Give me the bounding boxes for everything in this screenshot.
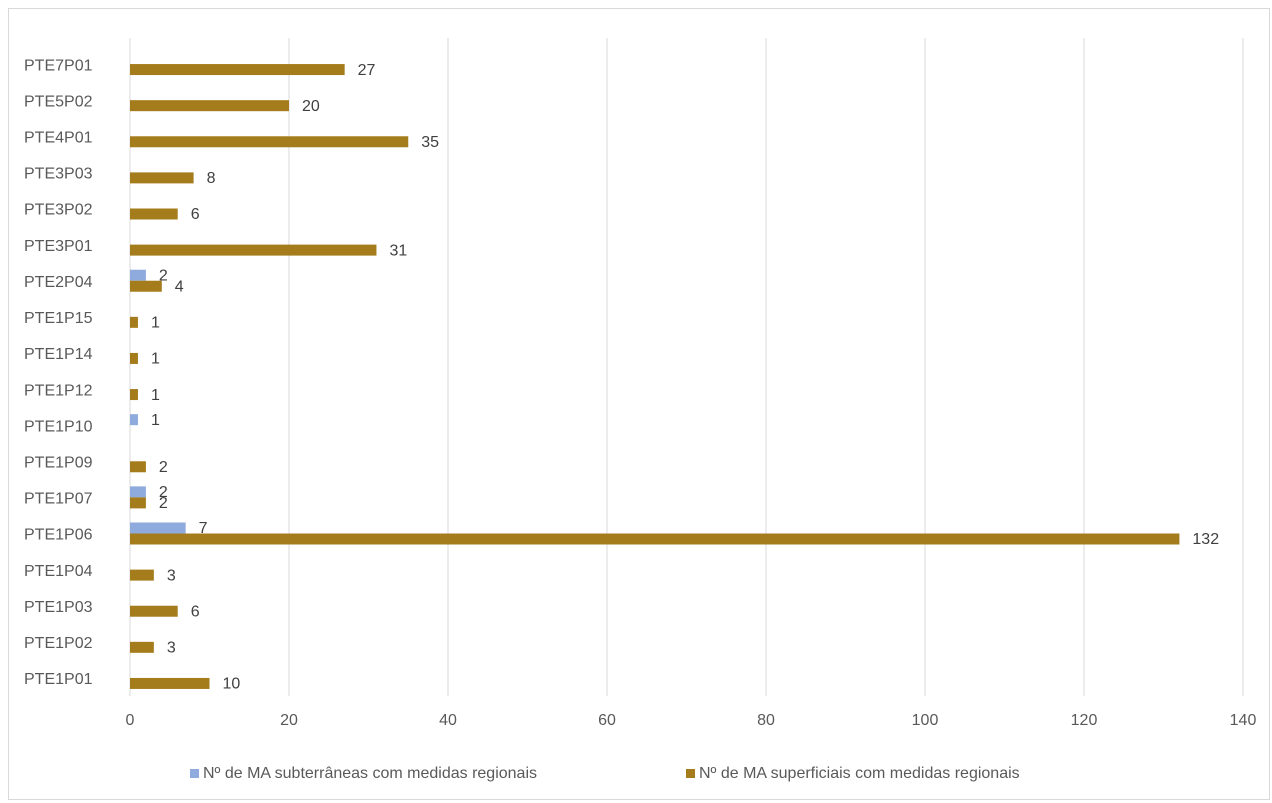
category-label: PTE3P02 bbox=[24, 202, 93, 219]
category-label: PTE2P04 bbox=[24, 274, 93, 291]
bar-superficiais bbox=[130, 569, 154, 581]
data-label: 6 bbox=[191, 603, 200, 620]
bar-superficiais bbox=[130, 208, 178, 220]
bar-subterraneas bbox=[130, 269, 146, 281]
category-label: PTE1P01 bbox=[24, 671, 93, 688]
legend-item: Nº de MA superficiais com medidas region… bbox=[686, 765, 1020, 782]
x-tick-label: 120 bbox=[1071, 712, 1098, 729]
data-label: 8 bbox=[207, 170, 216, 187]
legend-swatch bbox=[190, 769, 199, 778]
data-label: 31 bbox=[389, 242, 407, 259]
data-label: 7 bbox=[199, 520, 208, 537]
bar-subterraneas bbox=[130, 414, 138, 426]
category-label: PTE1P14 bbox=[24, 346, 93, 363]
data-label: 132 bbox=[1192, 531, 1219, 548]
data-label: 3 bbox=[167, 567, 176, 584]
data-label: 20 bbox=[302, 98, 320, 115]
category-label: PTE1P09 bbox=[24, 454, 93, 471]
bars bbox=[130, 64, 1180, 689]
category-labels: PTE1P01 PTE1P02 PTE1P03 PTE1P04 PTE1P06 PTE1P… bbox=[24, 57, 93, 688]
bar-superficiais bbox=[130, 389, 138, 401]
bar-superficiais bbox=[130, 497, 146, 509]
x-tick-label: 140 bbox=[1230, 712, 1257, 729]
x-tick-label: 0 bbox=[126, 712, 135, 729]
bar-superficiais bbox=[130, 641, 154, 653]
bar-superficiais bbox=[130, 533, 1180, 545]
data-label: 4 bbox=[175, 278, 184, 295]
legend-item: Nº de MA subterrâneas com medidas region… bbox=[190, 765, 537, 782]
data-label: 1 bbox=[151, 351, 160, 368]
data-label: 10 bbox=[223, 676, 241, 693]
category-label: PTE1P02 bbox=[24, 635, 93, 652]
data-label: 2 bbox=[159, 267, 168, 284]
legend-label: Nº de MA subterrâneas com medidas region… bbox=[203, 765, 537, 782]
category-label: PTE1P06 bbox=[24, 527, 93, 544]
category-label: PTE1P10 bbox=[24, 418, 93, 435]
category-label: PTE1P15 bbox=[24, 310, 93, 327]
bar-superficiais bbox=[130, 461, 146, 473]
data-label: 3 bbox=[167, 640, 176, 657]
bar-superficiais bbox=[130, 136, 409, 148]
data-label: 2 bbox=[159, 495, 168, 512]
bar-superficiais bbox=[130, 172, 194, 184]
bar-subterraneas bbox=[130, 486, 146, 498]
bar-subterraneas bbox=[130, 522, 186, 534]
data-label: 1 bbox=[151, 315, 160, 332]
legend: Nº de MA subterrâneas com medidas region… bbox=[190, 765, 1020, 782]
x-tick-labels: 0 20 40 60 80 100 120 140 bbox=[126, 712, 1257, 729]
x-tick-label: 40 bbox=[439, 712, 457, 729]
data-label: 6 bbox=[191, 206, 200, 223]
legend-label: Nº de MA superficiais com medidas region… bbox=[699, 765, 1020, 782]
category-label: PTE1P03 bbox=[24, 599, 93, 616]
data-label: 1 bbox=[151, 387, 160, 404]
data-label: 35 bbox=[421, 134, 439, 151]
data-label: 2 bbox=[159, 484, 168, 501]
x-tick-label: 100 bbox=[912, 712, 939, 729]
category-label: PTE7P01 bbox=[24, 57, 93, 74]
x-tick-label: 20 bbox=[280, 712, 298, 729]
data-label: 27 bbox=[358, 62, 376, 79]
bar-superficiais bbox=[130, 677, 210, 689]
category-label: PTE3P03 bbox=[24, 166, 93, 183]
category-label: PTE5P02 bbox=[24, 93, 93, 110]
bar-superficiais bbox=[130, 244, 377, 256]
x-tick-label: 80 bbox=[757, 712, 775, 729]
bar-superficiais bbox=[130, 64, 345, 76]
legend-swatch bbox=[686, 769, 695, 778]
bar-superficiais bbox=[130, 100, 289, 112]
category-label: PTE1P12 bbox=[24, 382, 93, 399]
category-label: PTE4P01 bbox=[24, 129, 93, 146]
bar-superficiais bbox=[130, 605, 178, 617]
bar-superficiais bbox=[130, 316, 138, 328]
bar-superficiais bbox=[130, 352, 138, 364]
data-label: 1 bbox=[151, 412, 160, 429]
bar-superficiais bbox=[130, 280, 162, 292]
category-label: PTE1P04 bbox=[24, 563, 93, 580]
category-label: PTE1P07 bbox=[24, 491, 93, 508]
gridlines bbox=[129, 38, 1244, 696]
category-label: PTE3P01 bbox=[24, 238, 93, 255]
data-label: 2 bbox=[159, 459, 168, 476]
x-tick-label: 60 bbox=[598, 712, 616, 729]
